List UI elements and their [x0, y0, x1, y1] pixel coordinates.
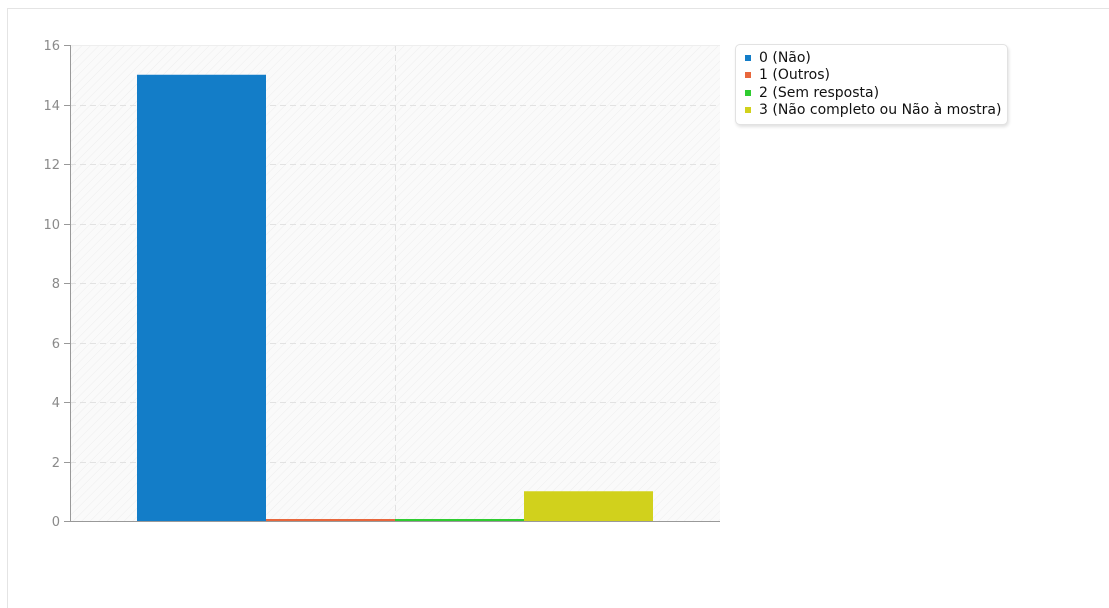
bar-series-1[interactable]: [266, 519, 395, 521]
legend-swatch: [745, 107, 751, 114]
legend-swatch: [745, 54, 751, 61]
y-tick-labels: 0 2 4 6 8 10 12 14 16: [43, 39, 60, 530]
y-tick-label: 14: [43, 99, 60, 114]
legend-label: 3 (Não completo ou Não à mostra): [759, 102, 1002, 119]
bars: [137, 74, 653, 521]
chart-frame: [7, 8, 1109, 608]
y-tick-label: 4: [52, 396, 60, 411]
y-tick-label: 0: [52, 515, 60, 530]
legend-label: 1 (Outros): [759, 67, 830, 84]
bar-series-3[interactable]: [524, 491, 653, 521]
legend-item-1[interactable]: 1 (Outros): [743, 67, 1001, 85]
legend: 0 (Não) 1 (Outros) 2 (Sem resposta) 3 (Não …: [735, 44, 1009, 125]
y-tick-label: 2: [52, 456, 60, 471]
legend-item-2[interactable]: 2 (Sem resposta): [743, 84, 1001, 102]
y-tick-label: 6: [52, 337, 60, 352]
bar-series-2[interactable]: [395, 519, 524, 521]
legend-item-3[interactable]: 3 (Não completo ou Não à mostra): [743, 102, 1001, 120]
legend-label: 0 (Não): [759, 49, 811, 66]
axes: [64, 45, 720, 522]
bar-series-0[interactable]: [137, 74, 266, 521]
y-tick-label: 8: [52, 277, 60, 292]
legend-label: 2 (Sem resposta): [759, 84, 880, 101]
y-tick-label: 10: [43, 218, 60, 233]
legend-swatch: [745, 89, 751, 96]
y-tick-label: 12: [43, 158, 60, 173]
legend-item-0[interactable]: 0 (Não): [743, 49, 1001, 67]
legend-swatch: [745, 72, 751, 79]
grid-lines: [70, 45, 720, 521]
bar-chart: 0 2 4 6 8 10 12 14 16: [43, 39, 720, 530]
y-tick-label: 16: [43, 39, 60, 54]
